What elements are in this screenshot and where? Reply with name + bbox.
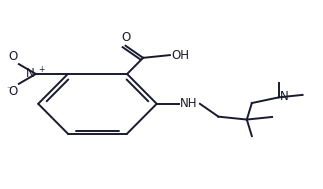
Text: +: + (38, 65, 45, 74)
Text: ⁻: ⁻ (6, 85, 11, 94)
Text: N: N (26, 67, 34, 81)
Text: N: N (280, 90, 289, 103)
Text: O: O (121, 31, 130, 44)
Text: O: O (8, 50, 17, 63)
Text: OH: OH (172, 49, 190, 62)
Text: O: O (8, 85, 17, 98)
Text: NH: NH (180, 97, 198, 110)
